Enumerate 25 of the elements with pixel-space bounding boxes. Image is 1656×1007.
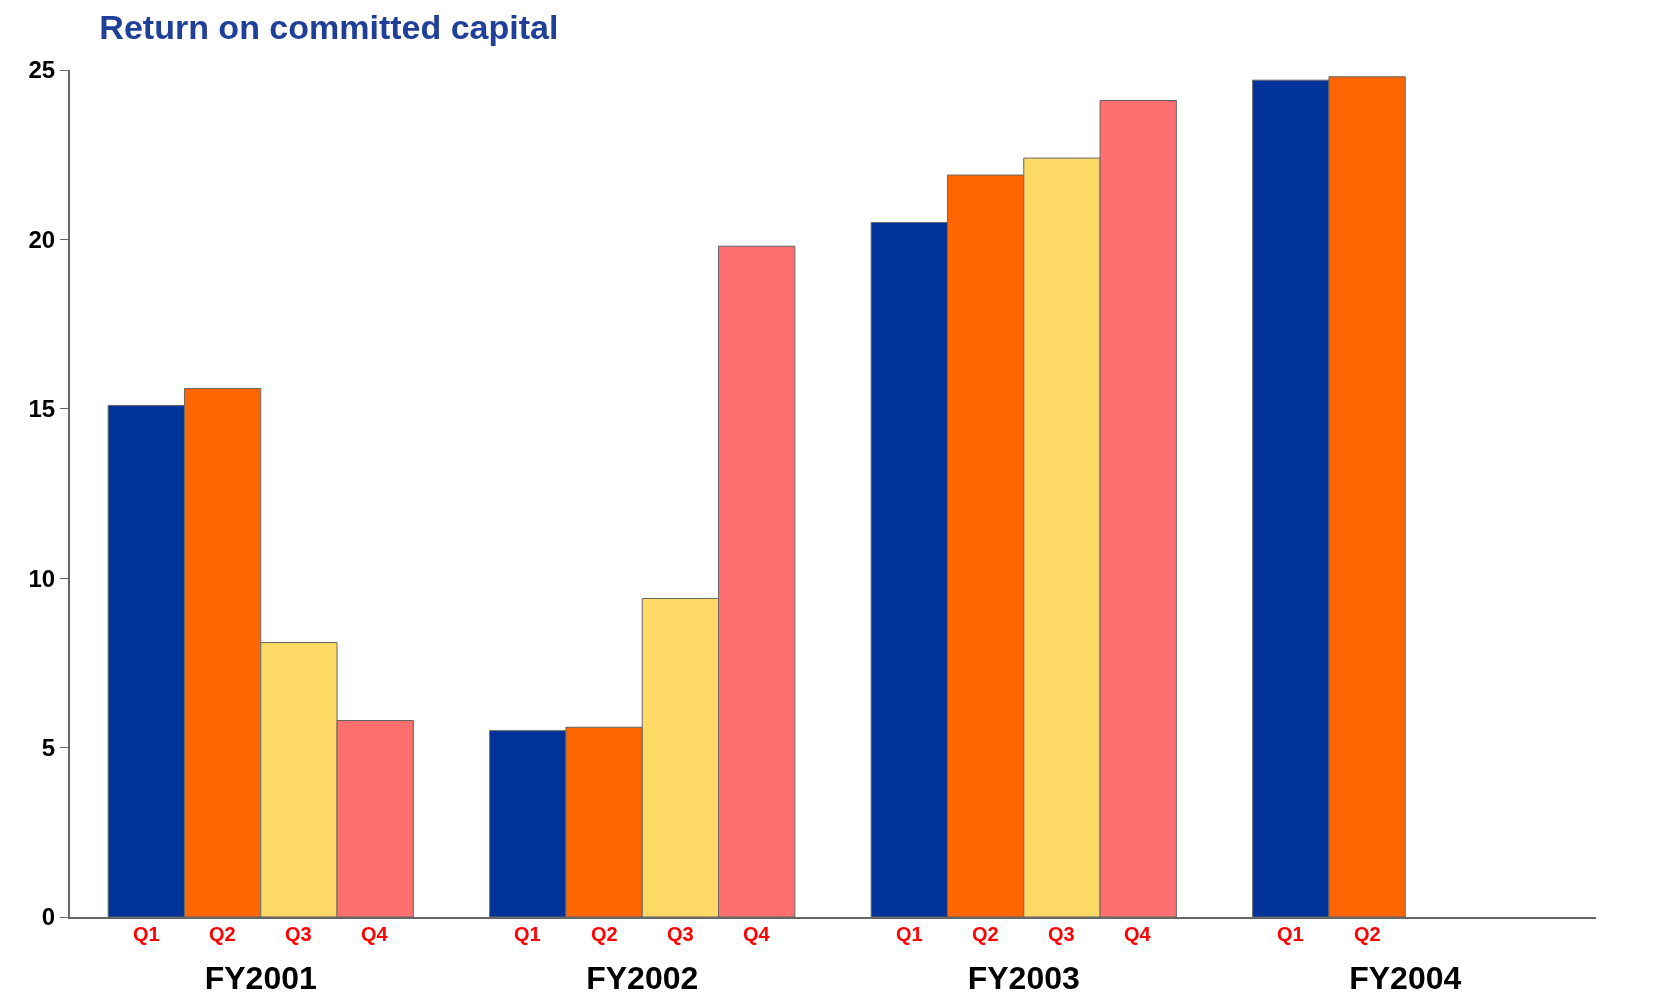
- y-tick-label: 25: [28, 56, 56, 84]
- chart-title: Return on committed capital: [99, 7, 559, 46]
- text: Q2: [591, 923, 618, 945]
- text: Q4: [1124, 923, 1151, 945]
- x-tick-label: FY2003: [967, 960, 1080, 997]
- text: Q3: [667, 923, 694, 945]
- series-label: Q3: [285, 923, 312, 945]
- y-tick-label: 5: [41, 734, 56, 761]
- text: Q1: [514, 923, 541, 945]
- y-tick-label: 15: [28, 395, 56, 423]
- series-label: Q2: [209, 923, 236, 945]
- x-tick-label: FY2002: [586, 960, 699, 997]
- text: Q2: [972, 923, 999, 945]
- y-tick-label: 0: [41, 903, 56, 931]
- y-tick-label: 10: [28, 564, 56, 592]
- text: Q4: [743, 923, 770, 945]
- x-tick-label: FY2004: [1349, 960, 1462, 997]
- text: Q1: [896, 923, 923, 945]
- text: Q1: [1277, 923, 1304, 945]
- series-label: Q4: [361, 923, 389, 945]
- series-label: Q1: [133, 923, 160, 945]
- x-tick-label: FY2001: [204, 960, 317, 997]
- y-tick-label: 20: [28, 225, 56, 253]
- text: Q2: [1354, 923, 1381, 945]
- text: Q3: [1048, 923, 1075, 945]
